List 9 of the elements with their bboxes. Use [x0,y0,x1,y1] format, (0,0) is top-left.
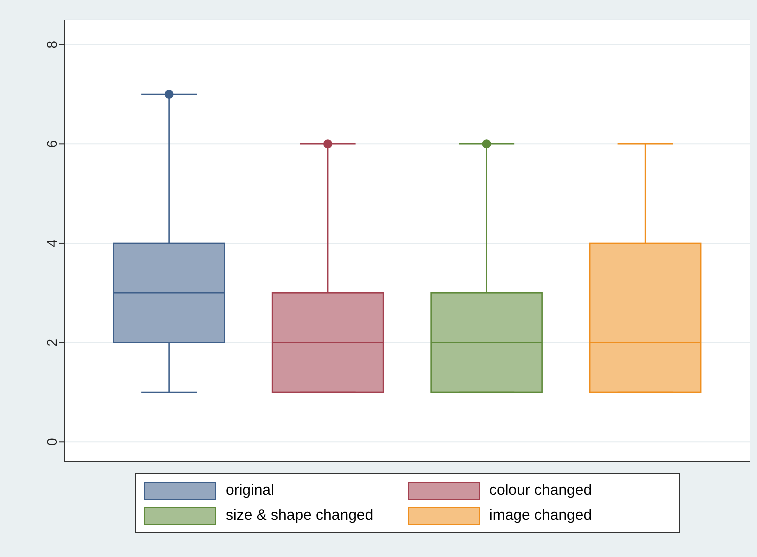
legend-label: size & shape changed [226,507,374,524]
legend-label: colour changed [490,482,592,499]
y-tick-label: 0 [44,438,60,446]
y-tick-label: 4 [44,239,60,248]
y-tick-label: 6 [44,140,60,148]
legend-label: image changed [490,507,592,524]
legend-label: original [226,482,274,499]
y-tick-label: 2 [44,338,60,347]
y-tick-label: 8 [44,40,60,49]
